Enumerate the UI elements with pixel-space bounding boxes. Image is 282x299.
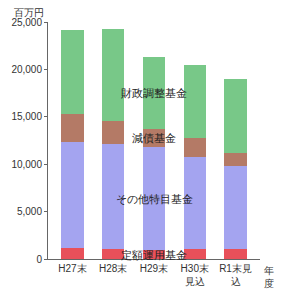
svg-text:R1末見込: R1末見込 (219, 263, 252, 287)
svg-text:25,000: 25,000 (11, 17, 42, 28)
svg-text:0: 0 (36, 254, 42, 265)
svg-text:H28末: H28末 (99, 263, 127, 274)
svg-text:10,000: 10,000 (11, 159, 42, 170)
svg-text:15,000: 15,000 (11, 111, 42, 122)
svg-text:減債基金: 減債基金 (132, 132, 176, 144)
svg-text:H29末: H29末 (140, 263, 168, 274)
svg-text:定額運用基金: 定額運用基金 (121, 249, 187, 261)
svg-text:5,000: 5,000 (17, 206, 42, 217)
svg-text:年度: 年度 (264, 265, 274, 289)
svg-text:財政調整基金: 財政調整基金 (121, 87, 187, 99)
svg-text:その他特目基金: その他特目基金 (116, 193, 193, 205)
svg-text:H30末見込: H30末見込 (181, 263, 209, 287)
svg-text:20,000: 20,000 (11, 64, 42, 75)
svg-text:百万円: 百万円 (14, 7, 44, 18)
svg-text:H27末: H27末 (58, 263, 86, 274)
